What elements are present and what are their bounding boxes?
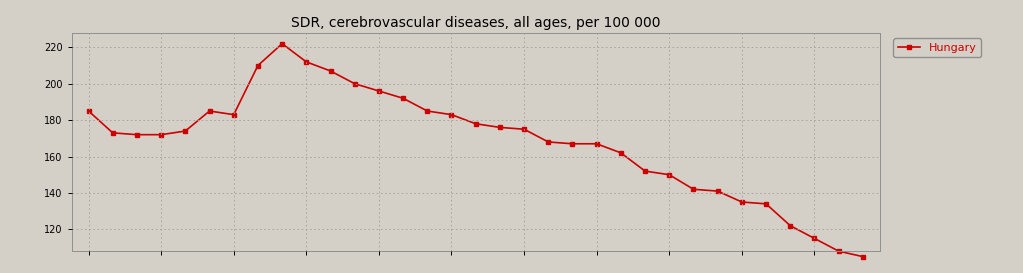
- Hungary: [349, 82, 361, 85]
- Hungary: [131, 133, 143, 136]
- Hungary: [421, 109, 434, 113]
- Line: Hungary: Hungary: [87, 42, 864, 258]
- Hungary: [663, 173, 675, 176]
- Title: SDR, cerebrovascular diseases, all ages, per 100 000: SDR, cerebrovascular diseases, all ages,…: [291, 16, 661, 30]
- Hungary: [372, 89, 385, 93]
- Hungary: [106, 131, 119, 135]
- Hungary: [567, 142, 579, 146]
- Hungary: [518, 127, 530, 131]
- Hungary: [276, 42, 288, 45]
- Hungary: [397, 97, 409, 100]
- Legend: Hungary: Hungary: [893, 38, 981, 57]
- Hungary: [760, 202, 772, 206]
- Hungary: [856, 255, 869, 258]
- Hungary: [204, 109, 216, 113]
- Hungary: [155, 133, 168, 136]
- Hungary: [712, 189, 724, 193]
- Hungary: [470, 122, 482, 125]
- Hungary: [324, 69, 337, 73]
- Hungary: [445, 113, 457, 116]
- Hungary: [83, 109, 95, 113]
- Hungary: [494, 126, 506, 129]
- Hungary: [179, 129, 191, 133]
- Hungary: [615, 151, 627, 155]
- Hungary: [542, 140, 554, 144]
- Hungary: [687, 188, 700, 191]
- Hungary: [590, 142, 603, 146]
- Hungary: [784, 224, 796, 227]
- Hungary: [252, 64, 264, 67]
- Hungary: [227, 113, 239, 116]
- Hungary: [300, 60, 312, 64]
- Hungary: [808, 237, 820, 240]
- Hungary: [833, 250, 845, 253]
- Hungary: [639, 170, 652, 173]
- Hungary: [736, 200, 748, 204]
